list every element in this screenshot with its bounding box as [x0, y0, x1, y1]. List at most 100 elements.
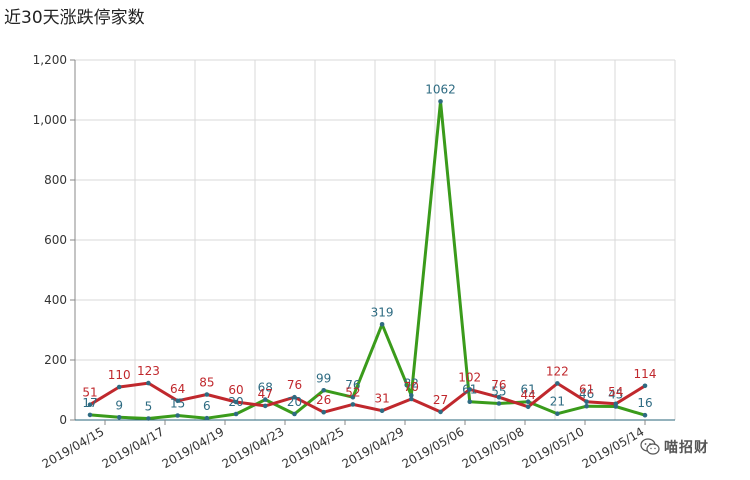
- data-point: [262, 403, 268, 409]
- data-point: [87, 402, 93, 408]
- data-label: 26: [316, 393, 331, 407]
- x-tick-label: 2019/04/29: [340, 424, 407, 471]
- x-tick-label: 2019/05/06: [400, 424, 467, 471]
- data-label: 122: [546, 364, 569, 378]
- data-point: [613, 401, 619, 407]
- data-label: 6: [203, 399, 211, 413]
- data-label: 55: [491, 385, 506, 399]
- data-point: [496, 394, 502, 400]
- data-point: [146, 416, 151, 421]
- data-point: [496, 401, 502, 406]
- data-label: 61: [579, 383, 594, 397]
- x-tick-label: 2019/05/10: [520, 424, 587, 471]
- data-label: 82: [404, 376, 419, 390]
- data-label: 64: [170, 382, 185, 396]
- data-point: [204, 415, 210, 421]
- x-tick-label: 2019/04/19: [160, 424, 227, 471]
- data-label: 54: [608, 385, 623, 399]
- data-point: [584, 403, 589, 409]
- data-label: 85: [199, 376, 214, 390]
- x-tick-label: 2019/05/14: [580, 424, 647, 471]
- data-point: [116, 415, 122, 420]
- data-point: [584, 399, 589, 405]
- wechat-icon: [640, 438, 660, 455]
- data-label: 319: [371, 305, 394, 319]
- x-tick-label: 2019/04/15: [40, 424, 107, 471]
- x-tick-label: 2019/04/23: [220, 424, 287, 471]
- data-point: [292, 394, 297, 400]
- x-tick-label: 2019/04/25: [280, 424, 347, 471]
- series-line: [89, 381, 646, 414]
- data-point: [642, 412, 648, 418]
- data-label: 47: [258, 387, 273, 401]
- data-point: [525, 404, 531, 410]
- data-label: 20: [228, 395, 243, 409]
- y-tick-label: 1,200: [33, 53, 67, 67]
- data-point: [438, 99, 443, 104]
- x-tick-label: 2019/04/17: [100, 424, 167, 471]
- data-label: 9: [115, 398, 123, 412]
- data-label: 21: [550, 395, 565, 409]
- data-point: [642, 383, 648, 389]
- data-point: [233, 399, 239, 405]
- data-label: 15: [170, 397, 185, 411]
- data-label: 76: [491, 378, 506, 392]
- x-tick-label: 2019/05/08: [460, 424, 527, 471]
- data-label: 5: [145, 400, 153, 414]
- data-label: 27: [433, 393, 448, 407]
- data-point: [175, 398, 180, 404]
- y-tick-label: 800: [44, 173, 67, 187]
- data-label: 44: [521, 388, 536, 402]
- data-point: [350, 394, 356, 400]
- data-label: 51: [82, 386, 97, 400]
- data-point: [350, 402, 356, 407]
- data-label: 114: [634, 367, 657, 381]
- data-point: [87, 412, 93, 418]
- data-label: 76: [345, 378, 360, 392]
- data-label: 123: [137, 364, 160, 378]
- data-label: 46: [579, 387, 594, 401]
- data-label: 31: [374, 392, 389, 406]
- data-point: [409, 393, 414, 398]
- data-point: [555, 381, 560, 386]
- data-point: [321, 388, 326, 393]
- data-point: [379, 322, 385, 327]
- data-label: 52: [345, 385, 360, 399]
- data-point: [175, 413, 180, 418]
- data-label: 60: [228, 383, 243, 397]
- data-label: 68: [258, 381, 273, 395]
- data-point: [438, 409, 443, 415]
- data-point: [467, 399, 473, 405]
- watermark-text: 喵招财: [664, 440, 709, 456]
- data-point: [555, 411, 560, 417]
- data-point: [204, 392, 210, 397]
- data-label: 61: [462, 383, 477, 397]
- watermark: 喵招财: [640, 437, 709, 457]
- data-point: [525, 399, 531, 405]
- data-point: [116, 384, 122, 390]
- data-point: [262, 397, 268, 402]
- data-label: 1062: [425, 82, 456, 96]
- y-tick-label: 200: [44, 353, 67, 367]
- page-title: 近30天涨跌停家数: [4, 8, 145, 28]
- y-tick-label: 600: [44, 233, 67, 247]
- data-label: 99: [316, 371, 331, 385]
- data-label: 110: [108, 368, 131, 382]
- y-tick-label: 1,000: [33, 113, 67, 127]
- data-point: [292, 411, 297, 417]
- data-label: 45: [608, 388, 623, 402]
- data-label: 102: [458, 370, 481, 384]
- data-label: 16: [637, 396, 652, 410]
- data-point: [379, 408, 385, 414]
- data-label: 76: [287, 378, 302, 392]
- data-point: [409, 396, 414, 402]
- data-point: [321, 409, 326, 415]
- series-line: [89, 99, 646, 420]
- data-label: 20: [287, 395, 302, 409]
- y-tick-label: 0: [59, 413, 67, 427]
- data-label: 61: [521, 383, 536, 397]
- data-label: 17: [82, 396, 97, 410]
- data-point: [233, 411, 239, 417]
- data-point: [146, 380, 151, 386]
